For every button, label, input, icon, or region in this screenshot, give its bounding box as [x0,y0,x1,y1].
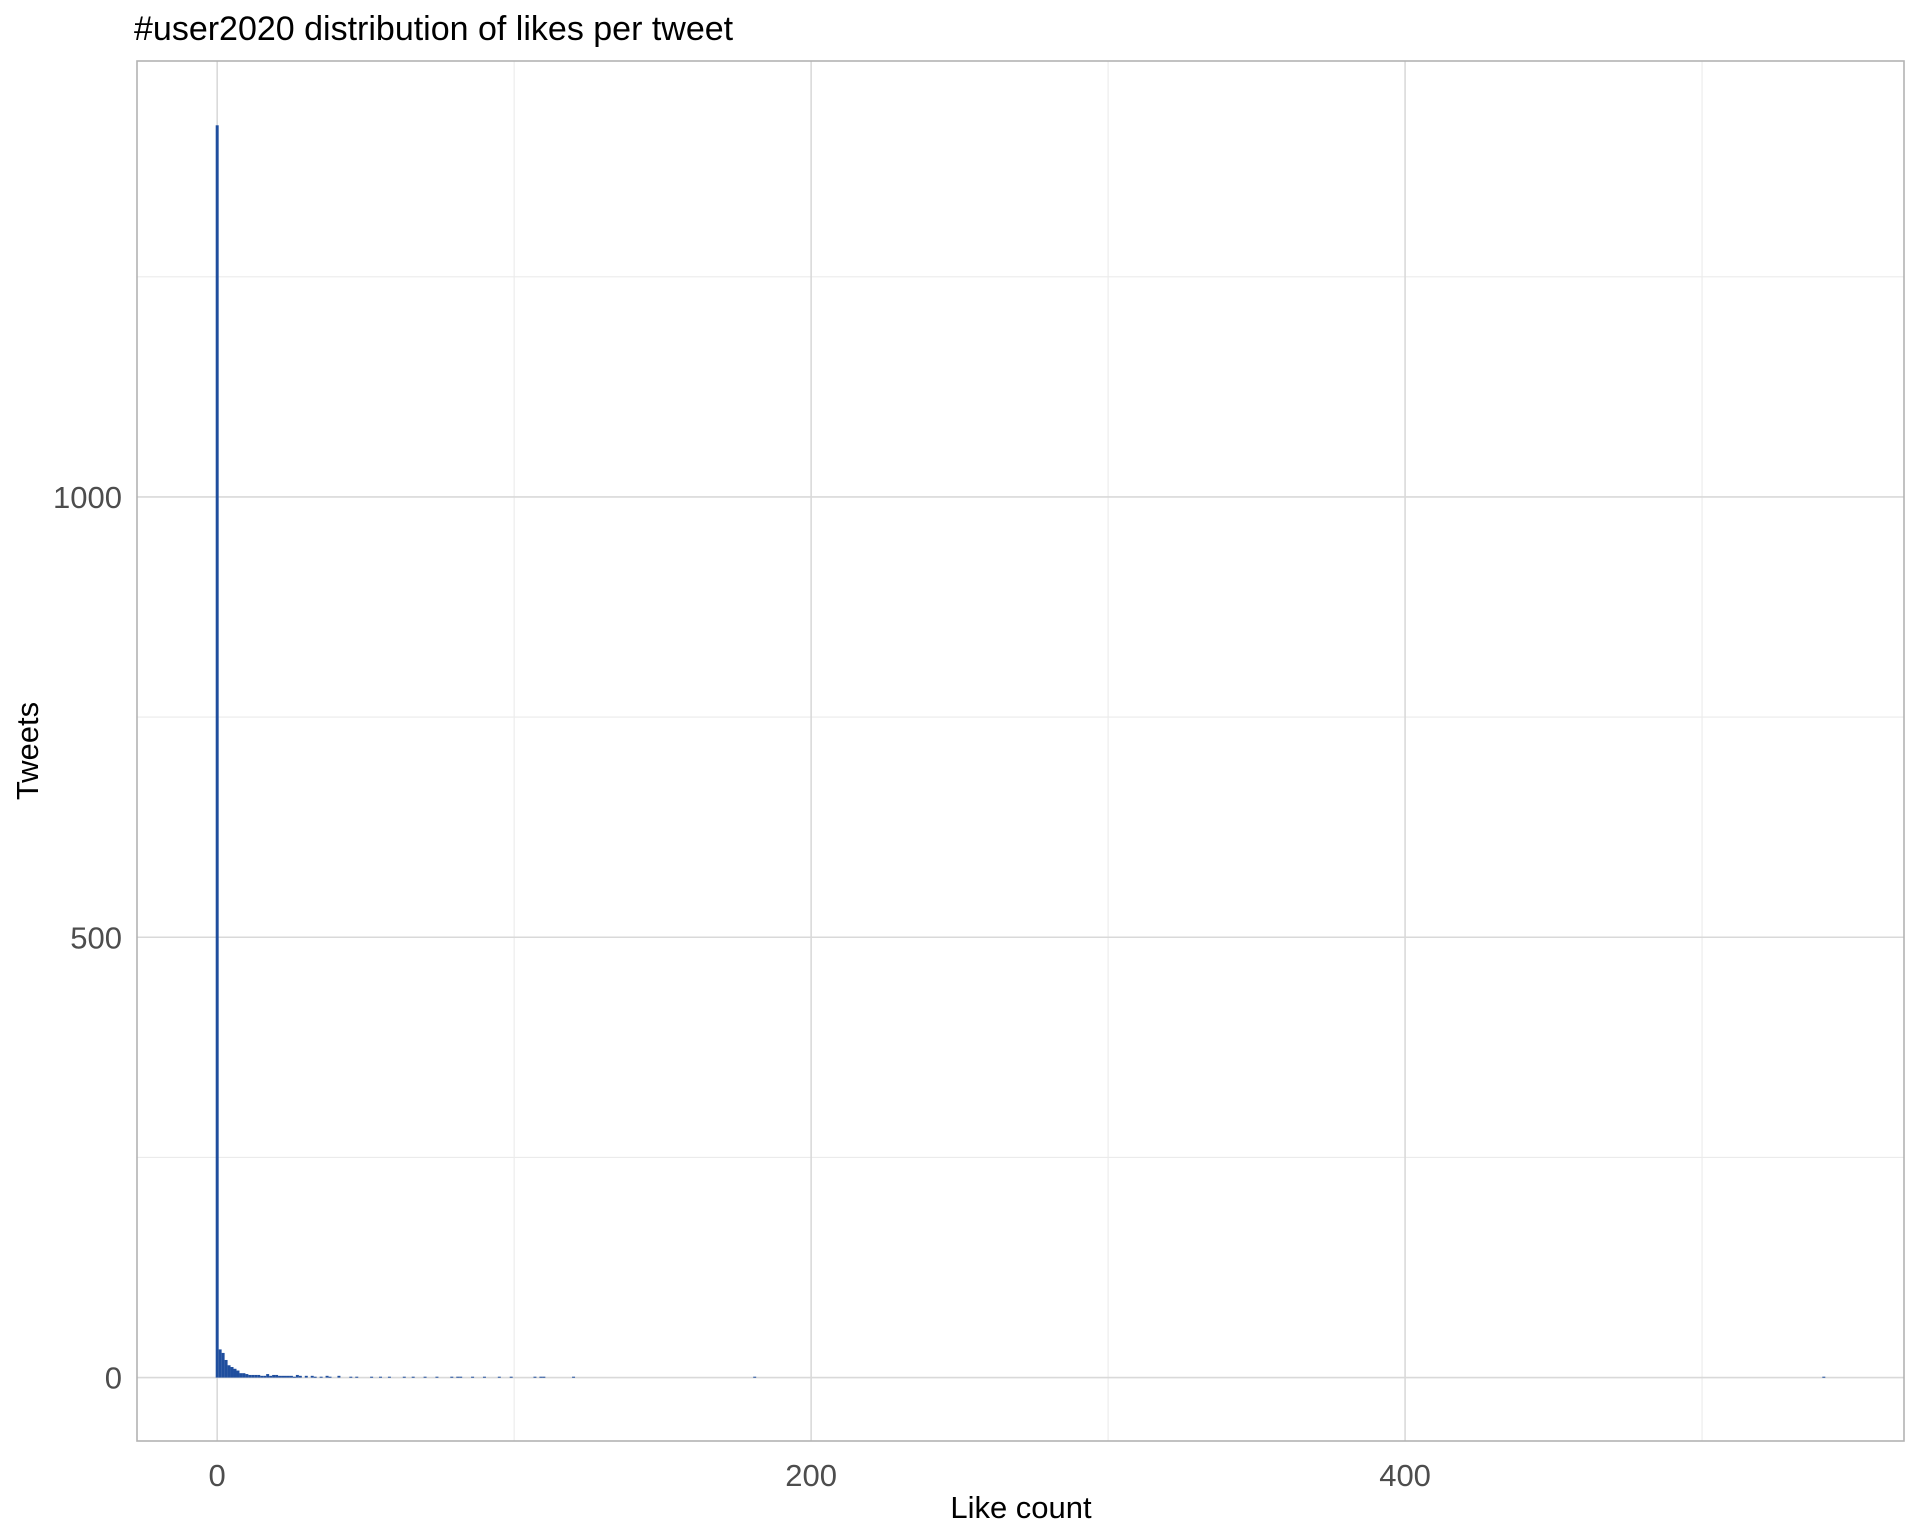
histogram-bar [289,1375,293,1378]
histogram-bar [1822,1376,1826,1378]
histogram-bar [263,1375,267,1378]
histogram-bar [260,1375,264,1378]
histogram-bar [218,1349,222,1378]
histogram-bar [298,1375,302,1378]
histogram-bar [355,1376,359,1378]
histogram-bar [272,1374,276,1378]
histogram-bar [572,1376,576,1378]
y-tick-label: 1000 [53,480,122,515]
histogram-bar [304,1375,308,1378]
histogram-bar [254,1374,258,1378]
histogram-bar [459,1376,463,1378]
histogram-bar [224,1359,228,1378]
grid-lines [137,61,1904,1441]
histogram-bar [411,1376,415,1378]
histogram-bar [221,1352,225,1378]
histogram-bar [295,1374,299,1378]
histogram-bar [456,1376,460,1378]
histogram-bar [325,1375,329,1378]
histogram-bar [450,1376,454,1378]
histogram-bar [402,1376,406,1378]
histogram-bar [497,1376,501,1378]
histogram-bar [539,1376,543,1378]
histogram-bar [236,1370,240,1378]
y-tick-label: 500 [70,920,122,955]
histogram-bar [387,1376,391,1378]
histogram-bar [319,1376,323,1378]
histogram-bar [423,1376,427,1378]
histogram-bar [257,1374,261,1378]
histogram-bar [286,1375,290,1378]
histogram-bar [509,1376,513,1378]
x-tick-label: 0 [209,1458,226,1493]
histogram-bar [278,1375,282,1378]
histogram-bar [370,1376,374,1378]
plot-panel-border [136,60,1905,1442]
histogram-bar [269,1375,273,1378]
y-tick-label: 0 [105,1361,122,1396]
histogram-bar [245,1374,249,1378]
histogram-bar [233,1368,237,1378]
histogram-bar [435,1376,439,1378]
histogram-bar [292,1376,296,1378]
x-axis-title: Like count [950,1490,1092,1525]
histogram-bar [284,1375,287,1378]
x-tick-label: 200 [785,1458,837,1493]
chart-title: #user2020 distribution of likes per twee… [134,10,734,48]
histogram-bar [310,1375,314,1378]
y-axis-title: Tweets [10,702,45,800]
x-axis-tick-labels: 0 200 400 [209,1458,1431,1493]
histogram-bar [251,1374,255,1378]
histogram-bar [266,1374,270,1378]
histogram-bar [227,1365,231,1378]
histogram-bar [349,1376,353,1378]
histogram-bar [542,1376,546,1378]
histogram-bar [471,1376,475,1378]
histogram-bar [337,1375,341,1378]
histogram-bar [230,1367,234,1378]
histogram-bar [239,1373,243,1378]
histogram-bar [242,1373,246,1378]
histogram-bar [248,1374,252,1378]
histogram-bar [275,1374,279,1378]
histogram-bar [379,1376,383,1378]
y-axis-tick-labels: 0 500 1000 [53,480,122,1396]
x-tick-label: 400 [1379,1458,1431,1493]
histogram-bar [753,1376,757,1378]
histogram-bar [281,1375,285,1378]
histogram-bar [328,1376,332,1378]
histogram-bar [482,1376,486,1378]
histogram-bar [313,1376,317,1378]
histogram-bar [533,1376,537,1378]
histogram-bars [215,125,1826,1378]
histogram-bar [215,125,219,1378]
